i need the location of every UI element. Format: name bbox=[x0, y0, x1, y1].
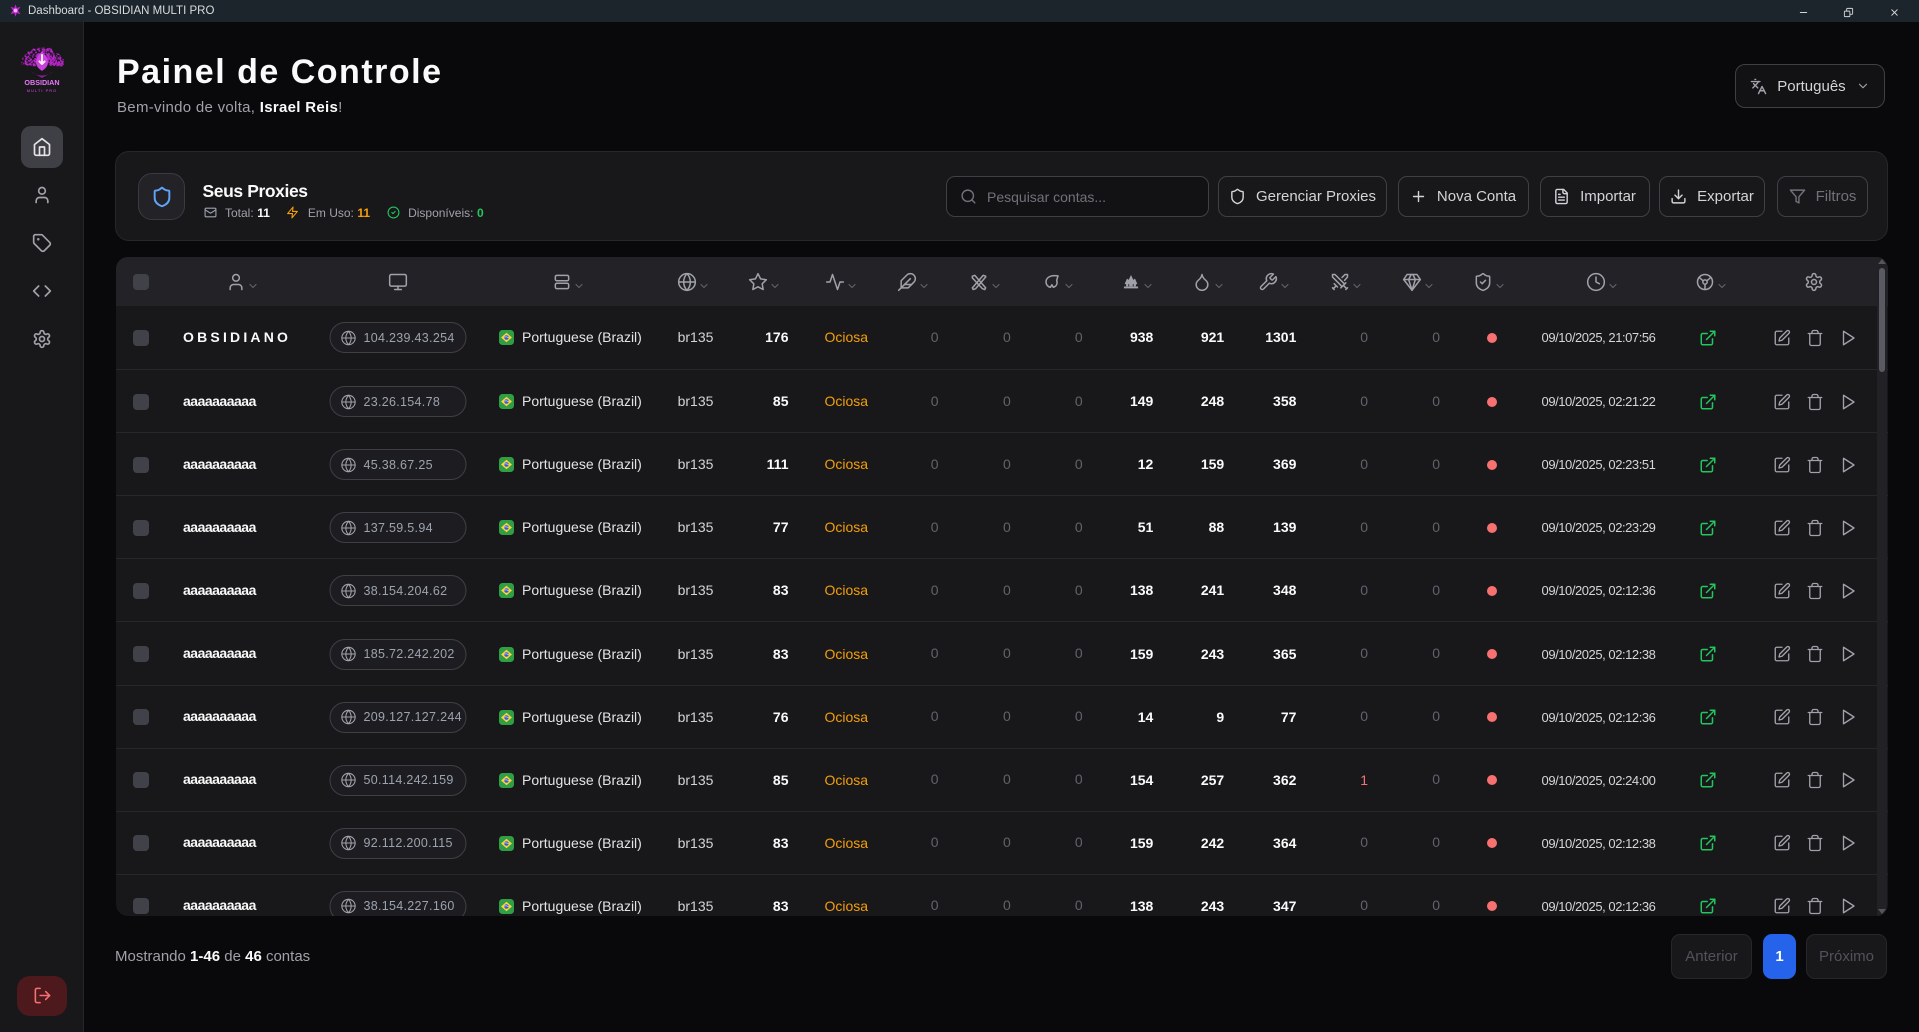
svg-text:MULTI PRO: MULTI PRO bbox=[27, 88, 57, 93]
svg-text:OBSIDIAN: OBSIDIAN bbox=[24, 78, 59, 87]
